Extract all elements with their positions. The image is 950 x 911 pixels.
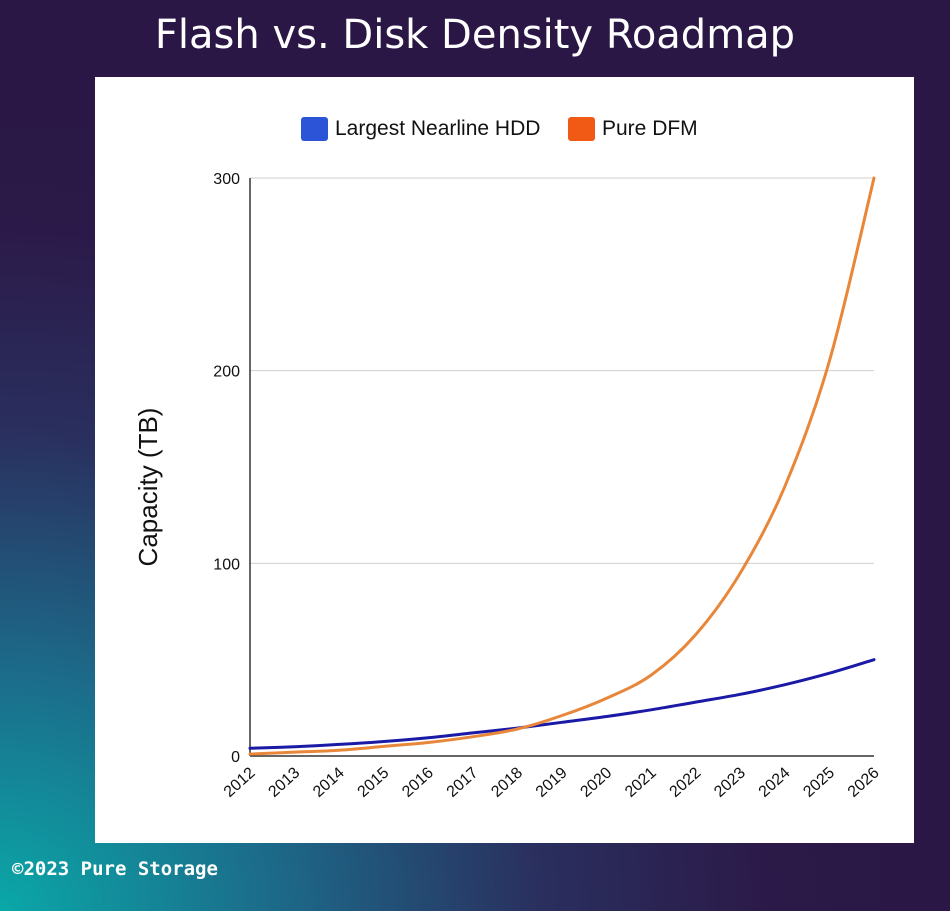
x-tick-label: 2015 (355, 764, 393, 801)
series-line-hdd (248, 658, 876, 750)
series (248, 176, 876, 756)
x-tick-label: 2020 (577, 764, 615, 801)
x-tick-label: 2022 (667, 764, 705, 801)
grid (250, 177, 874, 564)
line-chart: Largest Nearline HDD Pure DFM Capacity (… (133, 117, 883, 801)
x-tick-label: 2021 (622, 764, 660, 801)
legend-label-hdd: Largest Nearline HDD (335, 117, 540, 140)
copyright-footer: ©2023 Pure Storage (12, 858, 218, 880)
legend-swatch-hdd (301, 117, 328, 141)
x-axis-ticks: 2012 2013 2014 2015 2016 2017 2018 2019 2020 2021… (221, 764, 883, 801)
x-tick-label: 2019 (533, 764, 571, 801)
y-axis-title: Capacity (TB) (133, 408, 163, 567)
x-tick-label: 2016 (399, 764, 437, 801)
chart-card: Largest Nearline HDD Pure DFM Capacity (… (95, 77, 914, 843)
x-tick-label: 2017 (444, 764, 482, 801)
x-tick-label: 2013 (265, 764, 303, 801)
x-tick-label: 2014 (310, 764, 348, 801)
slide-title: Flash vs. Disk Density Roadmap (154, 12, 796, 58)
x-tick-label: 2026 (845, 764, 883, 801)
legend-label-dfm: Pure DFM (602, 117, 698, 140)
x-tick-label: 2025 (800, 764, 838, 801)
y-tick-label: 0 (231, 749, 240, 766)
series-line-dfm (248, 176, 876, 756)
y-axis-ticks: 0 100 200 300 (213, 171, 240, 766)
x-tick-label: 2024 (756, 764, 794, 801)
x-tick-label: 2012 (221, 764, 259, 801)
x-tick-label: 2018 (488, 764, 526, 801)
y-tick-label: 200 (213, 364, 240, 381)
y-tick-label: 100 (213, 556, 240, 573)
x-tick-label: 2023 (711, 764, 749, 801)
y-tick-label: 300 (213, 171, 240, 188)
legend: Largest Nearline HDD Pure DFM (301, 117, 698, 141)
legend-swatch-dfm (568, 117, 595, 141)
